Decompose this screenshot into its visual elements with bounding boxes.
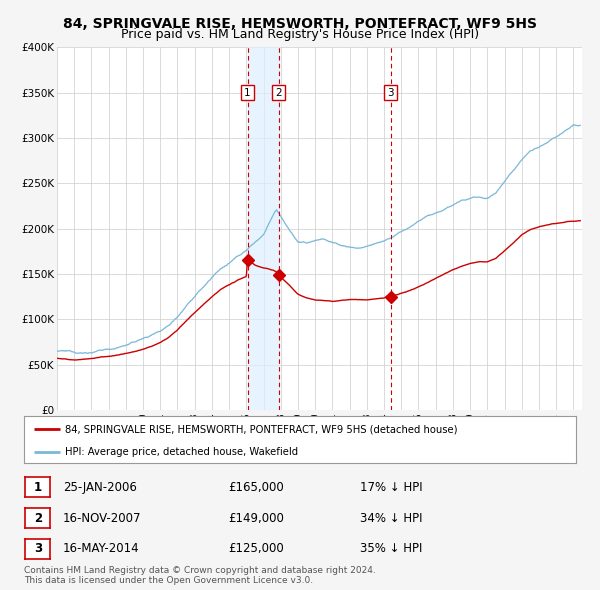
Text: £125,000: £125,000 bbox=[228, 542, 284, 555]
Text: 3: 3 bbox=[387, 87, 394, 97]
Text: 1: 1 bbox=[34, 481, 42, 494]
Text: 35% ↓ HPI: 35% ↓ HPI bbox=[360, 542, 422, 555]
Text: Price paid vs. HM Land Registry's House Price Index (HPI): Price paid vs. HM Land Registry's House … bbox=[121, 28, 479, 41]
Text: 16-NOV-2007: 16-NOV-2007 bbox=[63, 512, 142, 525]
Bar bbox=[248, 47, 279, 410]
Text: 16-MAY-2014: 16-MAY-2014 bbox=[63, 542, 140, 555]
Text: 1: 1 bbox=[244, 87, 251, 97]
Text: HPI: Average price, detached house, Wakefield: HPI: Average price, detached house, Wake… bbox=[65, 447, 299, 457]
Text: 2: 2 bbox=[275, 87, 282, 97]
Text: 84, SPRINGVALE RISE, HEMSWORTH, PONTEFRACT, WF9 5HS (detached house): 84, SPRINGVALE RISE, HEMSWORTH, PONTEFRA… bbox=[65, 424, 458, 434]
Text: 17% ↓ HPI: 17% ↓ HPI bbox=[360, 481, 422, 494]
Text: £149,000: £149,000 bbox=[228, 512, 284, 525]
Text: 2: 2 bbox=[34, 512, 42, 525]
Text: 84, SPRINGVALE RISE, HEMSWORTH, PONTEFRACT, WF9 5HS: 84, SPRINGVALE RISE, HEMSWORTH, PONTEFRA… bbox=[63, 17, 537, 31]
Text: £165,000: £165,000 bbox=[228, 481, 284, 494]
Text: 34% ↓ HPI: 34% ↓ HPI bbox=[360, 512, 422, 525]
Text: 25-JAN-2006: 25-JAN-2006 bbox=[63, 481, 137, 494]
Text: 3: 3 bbox=[34, 542, 42, 555]
Text: Contains HM Land Registry data © Crown copyright and database right 2024.
This d: Contains HM Land Registry data © Crown c… bbox=[24, 566, 376, 585]
